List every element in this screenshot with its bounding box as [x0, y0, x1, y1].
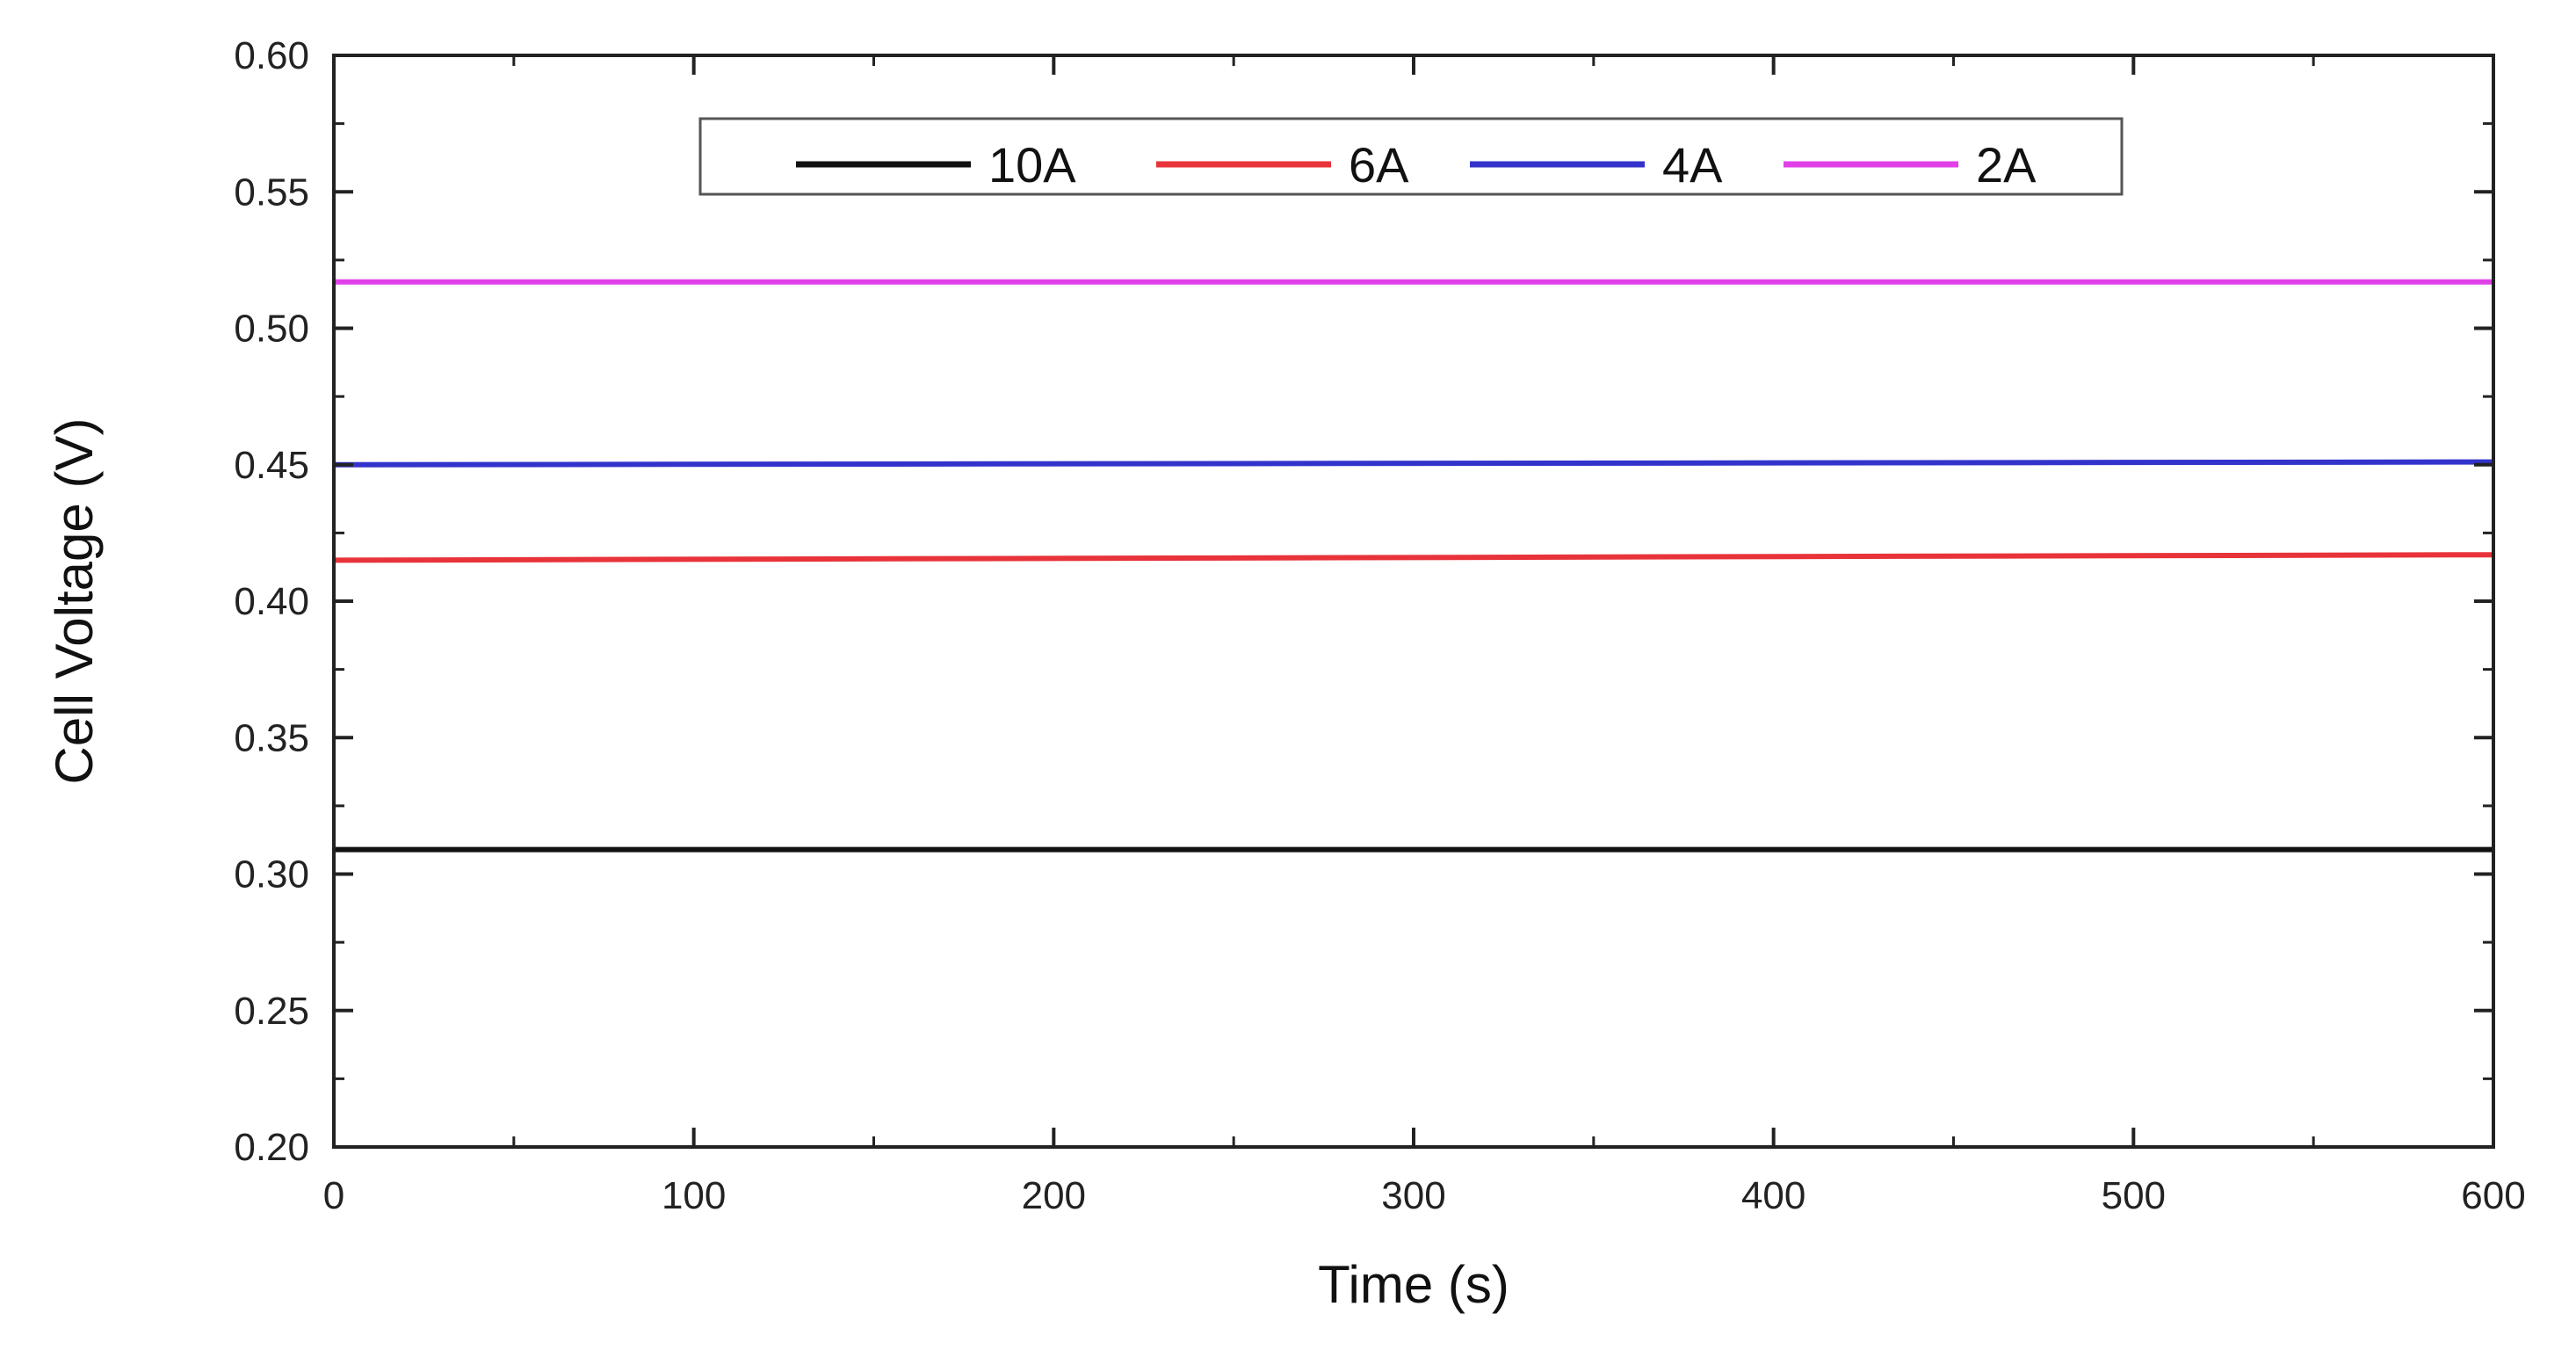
y-tick-label: 0.30	[234, 853, 309, 896]
legend-label-2A: 2A	[1976, 137, 2037, 192]
x-axis-title: Time (s)	[1318, 1255, 1509, 1314]
plot-frame	[332, 54, 2495, 1149]
legend: 10A 6A 4A 2A	[698, 117, 2124, 196]
y-tick-label: 0.25	[234, 990, 309, 1033]
x-tick-label: 300	[1381, 1174, 1445, 1217]
legend-box	[698, 117, 2124, 196]
y-tick-label: 0.35	[234, 716, 309, 759]
x-tick-label: 0	[323, 1174, 344, 1217]
series-line-4A	[333, 459, 2494, 468]
y-tick-label: 0.20	[234, 1126, 309, 1169]
y-tick-label: 0.60	[234, 34, 309, 77]
series-line-6A	[333, 552, 2494, 563]
x-tick-label: 200	[1022, 1174, 1086, 1217]
legend-label-4A: 4A	[1662, 137, 1723, 192]
y-tick-label: 0.55	[234, 171, 309, 214]
legend-label-6A: 6A	[1349, 137, 1409, 192]
y-axis-title: Cell Voltage (V)	[45, 418, 104, 785]
x-tick-label: 100	[662, 1174, 726, 1217]
series-layer	[333, 279, 2494, 853]
plot-area	[334, 55, 2493, 1147]
y-tick-label: 0.45	[234, 444, 309, 487]
x-tick-label: 400	[1741, 1174, 1805, 1217]
legend-label-10A: 10A	[988, 137, 1076, 192]
y-tick-label: 0.40	[234, 580, 309, 623]
y-tick-label: 0.50	[234, 308, 309, 351]
x-tick-label: 500	[2102, 1174, 2166, 1217]
tick-layer: 0 100 200 300 400 500 600 0.20 0.25 0.30 0.35 0.40 0…	[234, 34, 2525, 1217]
x-tick-label: 600	[2461, 1174, 2525, 1217]
